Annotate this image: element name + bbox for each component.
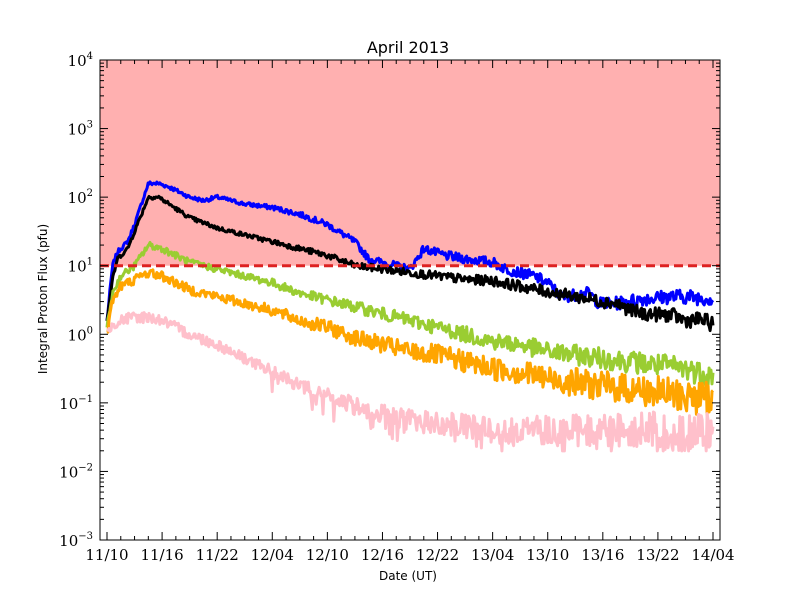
- y-tick-label: 10−2: [59, 462, 93, 481]
- series-line-2: [105, 194, 715, 333]
- series-layer: [105, 180, 715, 453]
- x-tick-label: 12/10: [306, 546, 349, 564]
- x-tick-label: 11/22: [196, 546, 239, 564]
- ticks-layer: 104 103 102 101 100 10−1 10−2 10−311/10 11/16 11/…: [59, 51, 734, 564]
- x-tick-label: 12/04: [251, 546, 294, 564]
- chart-title: April 2013: [367, 38, 449, 57]
- y-tick-label: 100: [68, 325, 93, 344]
- series-line-5: [106, 311, 715, 453]
- x-tick-label: 13/16: [581, 546, 624, 564]
- x-tick-label: 13/10: [526, 546, 569, 564]
- y-axis-label: Integral Proton Flux (pfu): [36, 224, 50, 374]
- y-tick-label: 101: [68, 257, 93, 276]
- series-line-3: [105, 241, 715, 387]
- series-line-4: [106, 268, 715, 417]
- shaded-alert-region: [100, 60, 720, 266]
- y-tick-label: 102: [68, 188, 93, 207]
- x-tick-label: 13/04: [471, 546, 514, 564]
- x-tick-label: 12/16: [361, 546, 404, 564]
- y-tick-label: 10−3: [59, 531, 93, 550]
- y-tick-label: 103: [68, 120, 93, 139]
- x-tick-label: 12/22: [416, 546, 459, 564]
- y-tick-label: 104: [68, 51, 93, 70]
- x-tick-label: 13/22: [636, 546, 679, 564]
- y-tick-label: 10−1: [59, 394, 93, 413]
- x-axis-label: Date (UT): [379, 569, 437, 583]
- x-tick-label: 11/16: [140, 546, 183, 564]
- x-tick-label: 11/10: [85, 546, 128, 564]
- x-tick-label: 14/04: [691, 546, 734, 564]
